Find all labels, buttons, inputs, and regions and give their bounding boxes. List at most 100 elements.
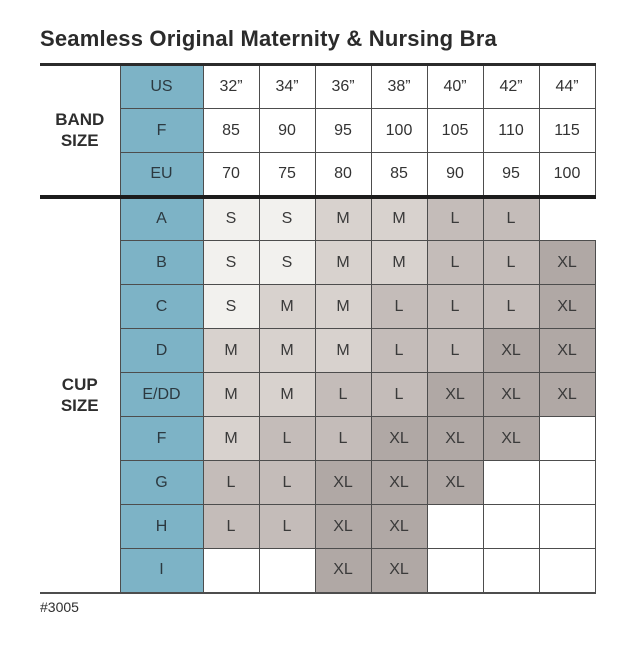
band-value-cell: 70 bbox=[202, 152, 260, 197]
size-cell: L bbox=[426, 284, 484, 329]
band-row-header-f: F bbox=[119, 108, 204, 153]
band-value-cell: 42” bbox=[482, 63, 540, 109]
size-cell: M bbox=[258, 372, 316, 417]
empty-cell bbox=[538, 460, 596, 505]
table-row: D M M M L L XL XL bbox=[40, 328, 596, 373]
table-row: G L L XL XL XL bbox=[40, 460, 596, 505]
size-cell: XL bbox=[538, 284, 596, 329]
size-cell: M bbox=[314, 284, 372, 329]
size-cell: L bbox=[370, 284, 428, 329]
table-row: C S M M L L L XL bbox=[40, 284, 596, 329]
empty-cell bbox=[538, 416, 596, 461]
band-value-cell: 100 bbox=[538, 152, 596, 197]
size-cell: M bbox=[314, 328, 372, 373]
table-row: E/DD M M L L XL XL XL bbox=[40, 372, 596, 417]
band-value-cell: 80 bbox=[314, 152, 372, 197]
size-cell: S bbox=[202, 240, 260, 285]
size-cell: XL bbox=[426, 372, 484, 417]
size-cell: XL bbox=[538, 328, 596, 373]
size-cell: M bbox=[314, 194, 372, 241]
empty-cell bbox=[426, 548, 484, 594]
size-cell: M bbox=[202, 328, 260, 373]
band-size-label: BAND SIZE bbox=[40, 63, 121, 197]
cup-size-label: CUP SIZE bbox=[40, 194, 121, 594]
size-cell: L bbox=[426, 240, 484, 285]
size-cell: XL bbox=[370, 416, 428, 461]
cup-row-header-d: D bbox=[119, 328, 204, 373]
empty-cell bbox=[202, 548, 260, 594]
size-cell: L bbox=[258, 416, 316, 461]
band-value-cell: 44” bbox=[538, 63, 596, 109]
empty-cell bbox=[538, 504, 596, 549]
size-cell: S bbox=[202, 194, 260, 241]
band-value-cell: 90 bbox=[258, 108, 316, 153]
table-row: F M L L XL XL XL bbox=[40, 416, 596, 461]
band-value-cell: 34” bbox=[258, 63, 316, 109]
size-cell: M bbox=[370, 240, 428, 285]
size-cell: L bbox=[426, 194, 484, 241]
size-cell: L bbox=[314, 372, 372, 417]
table-row: CUP SIZE A S S M M L L bbox=[40, 194, 595, 594]
size-cell: M bbox=[314, 240, 372, 285]
size-cell: S bbox=[258, 240, 316, 285]
empty-cell bbox=[426, 504, 484, 549]
size-cell: XL bbox=[314, 460, 372, 505]
band-value-cell: 75 bbox=[258, 152, 316, 197]
size-cell: XL bbox=[538, 372, 596, 417]
cup-row-header-b: B bbox=[119, 240, 204, 285]
size-cell: L bbox=[258, 504, 316, 549]
band-value-cell: 115 bbox=[538, 108, 596, 153]
table-row: B S S M M L L XL bbox=[40, 240, 596, 285]
size-table-body: BAND SIZE US 32” 34” 36” 38” 40” 42” 44” F 85 90 95 10… bbox=[40, 63, 596, 594]
size-cell: M bbox=[258, 284, 316, 329]
band-value-cell: 85 bbox=[370, 152, 428, 197]
band-value-cell: 40” bbox=[426, 63, 484, 109]
size-cell: L bbox=[482, 284, 540, 329]
cup-row-header-c: C bbox=[119, 284, 204, 329]
size-cell: L bbox=[258, 460, 316, 505]
band-row-header-us: US bbox=[119, 63, 204, 109]
size-cell: XL bbox=[426, 416, 484, 461]
band-value-cell: 95 bbox=[314, 108, 372, 153]
size-table: BAND SIZE US 32” 34” 36” 38” 40” 42” 44” F 85 90 95 10… bbox=[40, 63, 596, 594]
table-row: EU 70 75 80 85 90 95 100 bbox=[40, 152, 596, 197]
band-value-cell: 90 bbox=[426, 152, 484, 197]
cup-row-header-e-dd: E/DD bbox=[119, 372, 204, 417]
table-row: H L L XL XL bbox=[40, 504, 596, 549]
product-code: #3005 bbox=[40, 598, 79, 615]
empty-cell bbox=[538, 194, 595, 241]
size-cell: M bbox=[202, 372, 260, 417]
size-cell: XL bbox=[314, 504, 372, 549]
size-chart-page: Seamless Original Maternity & Nursing Br… bbox=[40, 26, 596, 615]
cup-row-header-h: H bbox=[119, 504, 204, 549]
cup-row-header-g: G bbox=[119, 460, 204, 505]
size-cell: S bbox=[258, 194, 316, 241]
size-cell: XL bbox=[482, 372, 540, 417]
size-cell: L bbox=[426, 328, 484, 373]
band-row-header-eu: EU bbox=[119, 152, 204, 197]
cup-row-header-a: A bbox=[119, 194, 204, 241]
band-value-cell: 36” bbox=[314, 63, 372, 109]
band-value-cell: 38” bbox=[370, 63, 428, 109]
band-value-cell: 32” bbox=[202, 63, 260, 109]
band-value-cell: 95 bbox=[482, 152, 540, 197]
table-row: I XL XL bbox=[40, 548, 596, 594]
size-cell: L bbox=[202, 460, 260, 505]
size-cell: L bbox=[202, 504, 260, 549]
size-cell: S bbox=[202, 284, 260, 329]
size-cell: M bbox=[202, 416, 260, 461]
band-value-cell: 85 bbox=[202, 108, 260, 153]
band-value-cell: 110 bbox=[482, 108, 540, 153]
size-cell: M bbox=[258, 328, 316, 373]
size-cell: L bbox=[370, 328, 428, 373]
size-cell: XL bbox=[426, 460, 484, 505]
size-cell: XL bbox=[482, 328, 540, 373]
empty-cell bbox=[482, 504, 540, 549]
table-row: F 85 90 95 100 105 110 115 bbox=[40, 108, 596, 153]
size-cell: L bbox=[482, 240, 540, 285]
size-cell: L bbox=[314, 416, 372, 461]
cup-row-header-i: I bbox=[119, 548, 204, 594]
table-row: BAND SIZE US 32” 34” 36” 38” 40” 42” 44” bbox=[40, 63, 596, 197]
empty-cell bbox=[258, 548, 316, 594]
page-title: Seamless Original Maternity & Nursing Br… bbox=[40, 26, 497, 51]
